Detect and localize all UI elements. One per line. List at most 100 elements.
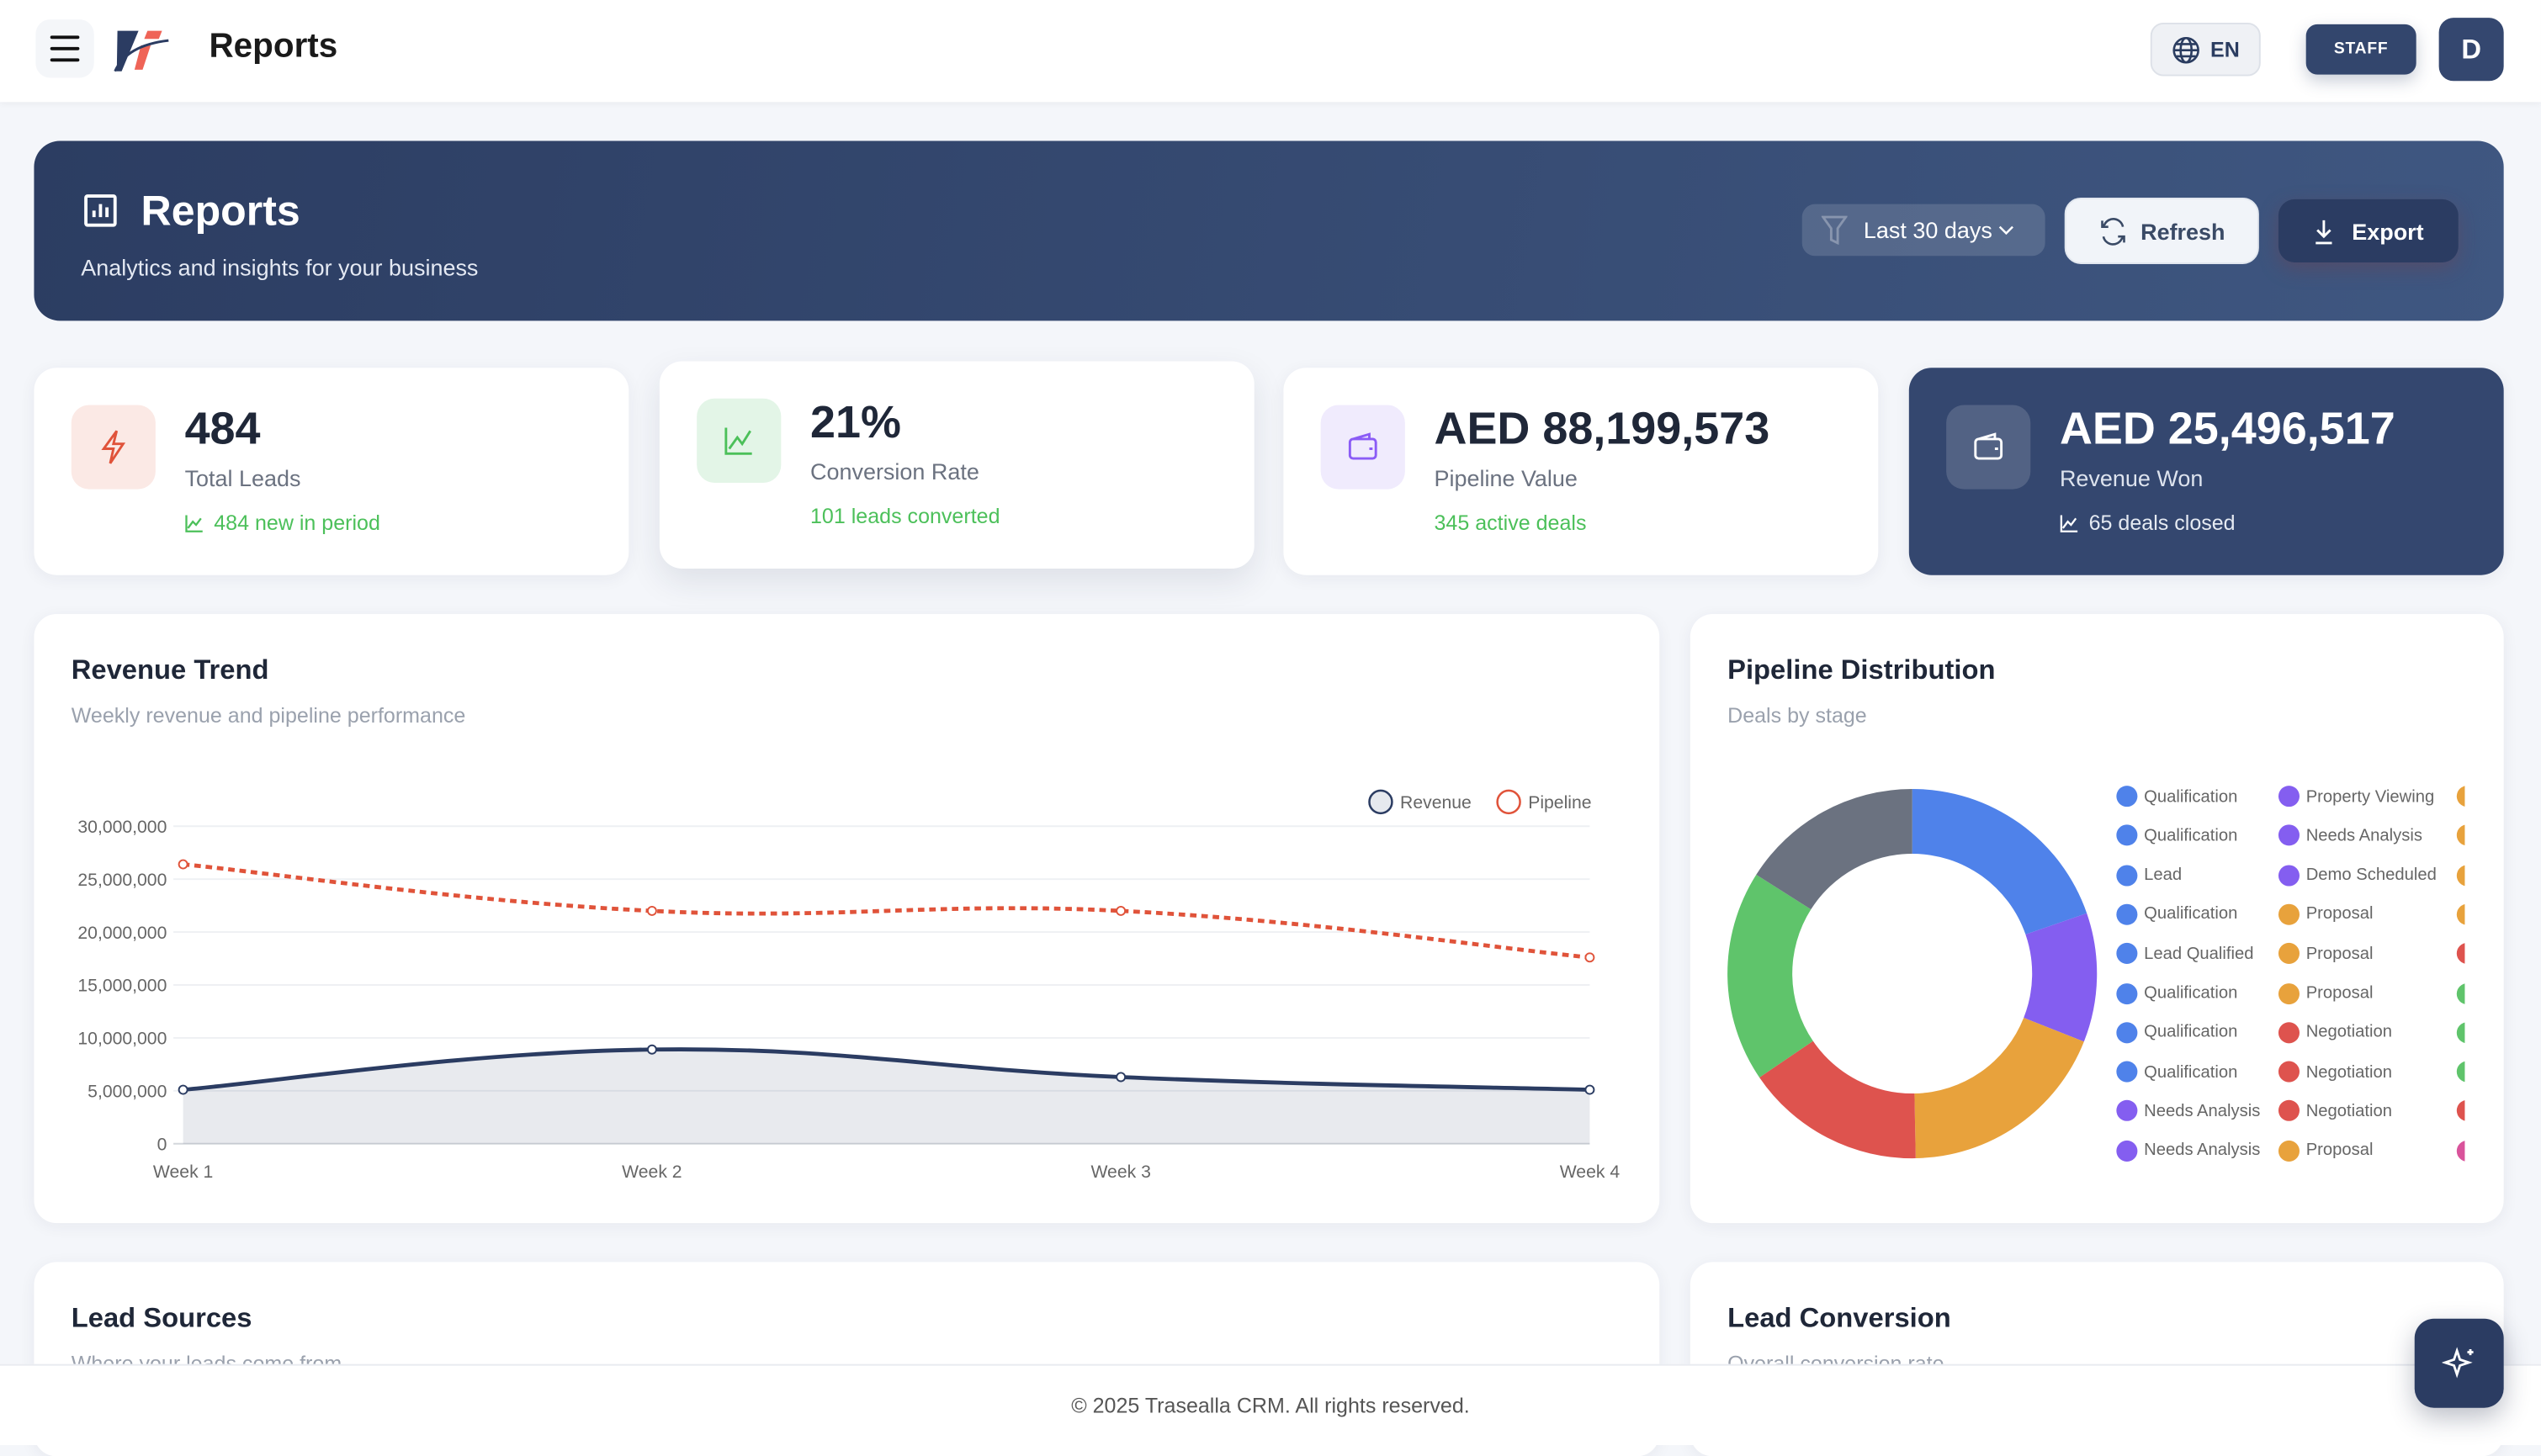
legend-item[interactable] (2456, 1100, 2465, 1122)
kpi-value: AED 88,199,573 (1434, 403, 1770, 454)
legend-item[interactable]: Proposal (2278, 982, 2374, 1004)
donut-slice (1759, 1040, 1916, 1159)
legend-item[interactable]: Qualification (2116, 1061, 2237, 1083)
kpi-label: Pipeline Value (1434, 464, 1578, 491)
data-point-revenue (1116, 1072, 1127, 1083)
refresh-icon (2101, 217, 2125, 245)
app-logo (114, 30, 169, 72)
kpi-sub: 101 leads converted (810, 503, 1000, 528)
refresh-button[interactable]: Refresh (2064, 197, 2259, 264)
kpi-conversion-rate: 21% Conversion Rate 101 leads converted (659, 361, 1255, 569)
card-subtitle: Weekly revenue and pipeline performance (71, 702, 466, 728)
legend-dot (2456, 1021, 2465, 1043)
legend-item[interactable] (2456, 1140, 2465, 1162)
kpi-pipeline-value: AED 88,199,573 Pipeline Value 345 active… (1283, 368, 1879, 575)
legend-dot (2456, 824, 2465, 846)
kpi-sub: 345 active deals (1434, 510, 1587, 535)
legend-item[interactable] (2456, 1021, 2465, 1043)
ai-assistant-button[interactable] (2414, 1318, 2504, 1408)
legend-item[interactable]: Needs Analysis (2116, 1100, 2260, 1122)
chevron-down-icon (1999, 225, 2014, 236)
legend-marker (1368, 789, 1393, 815)
data-point-pipeline (646, 905, 657, 916)
series-area-revenue (183, 1049, 1590, 1144)
legend-item[interactable]: Qualification (2116, 786, 2237, 807)
y-tick-label: 25,000,000 (77, 871, 167, 890)
kpi-value: 484 (184, 403, 261, 454)
legend-dot (2116, 982, 2138, 1004)
legend-dot (2278, 943, 2300, 965)
donut-slice (1912, 788, 2087, 934)
user-avatar[interactable]: D (2438, 18, 2504, 82)
legend-item[interactable]: Qualification (2116, 982, 2237, 1004)
legend-item[interactable]: Negotiation (2278, 1100, 2392, 1122)
date-range-select[interactable]: Last 30 days (1801, 204, 2045, 257)
legend-item[interactable]: Negotiation (2278, 1021, 2392, 1043)
donut-slice (1727, 874, 1813, 1077)
legend-item[interactable]: Proposal (2278, 903, 2374, 925)
data-point-revenue (1584, 1084, 1595, 1095)
legend-item[interactable]: Qualification (2116, 1021, 2237, 1043)
legend-dot (2278, 1100, 2300, 1122)
legend-dot (2456, 1100, 2465, 1122)
legend-dot (2278, 1140, 2300, 1162)
legend-item[interactable]: Property Viewing (2278, 786, 2434, 807)
kpi-sub: 65 deals closed (2060, 511, 2236, 535)
y-tick-label: 15,000,000 (77, 977, 167, 996)
language-label: EN (2210, 37, 2240, 62)
legend-item[interactable]: Needs Analysis (2116, 1140, 2260, 1162)
lightning-icon (71, 405, 156, 490)
legend-dot (2278, 824, 2300, 846)
language-button[interactable]: EN (2150, 22, 2261, 77)
kpi-label: Total Leads (184, 464, 301, 491)
legend-dot (2278, 1021, 2300, 1043)
filter-icon (1821, 215, 1848, 245)
legend-item[interactable] (2456, 982, 2465, 1004)
kpi-value: 21% (810, 396, 901, 447)
legend-item[interactable] (2456, 786, 2465, 807)
legend-dot (2116, 1061, 2138, 1083)
legend-dot (2456, 903, 2465, 925)
revenue-trend-chart: 0 5,000,000 10,000,000 15,000,000 20,000,000… (77, 789, 1620, 1182)
role-badge[interactable]: STAFF (2305, 24, 2416, 75)
card-title: Lead Conversion (1727, 1302, 1951, 1334)
trend-icon (2060, 514, 2078, 532)
trend-icon (185, 514, 203, 532)
page-title: Reports (141, 186, 300, 236)
legend-item[interactable]: Proposal (2278, 1140, 2374, 1162)
export-button[interactable]: Export (2278, 199, 2459, 263)
legend-item[interactable] (2456, 864, 2465, 886)
donut-slice (1756, 788, 1912, 910)
legend-item[interactable]: Qualification (2116, 824, 2237, 846)
legend-item[interactable] (2456, 943, 2465, 965)
legend-item[interactable] (2456, 903, 2465, 925)
legend-dot (2116, 824, 2138, 846)
legend-item[interactable]: Demo Scheduled (2278, 864, 2437, 886)
y-tick-label: 10,000,000 (77, 1030, 167, 1049)
date-range-value: Last 30 days (1863, 217, 1992, 243)
legend-item[interactable]: Lead (2116, 864, 2182, 886)
copyright-text: © 2025 Trasealla CRM. All rights reserve… (1071, 1393, 1470, 1418)
data-point-pipeline (1584, 952, 1595, 963)
kpi-value: AED 25,496,517 (2059, 403, 2395, 454)
app-title: Reports (209, 27, 338, 66)
legend-dot (2116, 1021, 2138, 1043)
legend-item[interactable]: Needs Analysis (2278, 824, 2422, 846)
legend-label: Revenue (1400, 793, 1472, 813)
y-tick-label: 30,000,000 (77, 818, 167, 837)
x-tick-label: Week 3 (1090, 1162, 1150, 1182)
legend-dot (2456, 1140, 2465, 1162)
legend-item[interactable]: Negotiation (2278, 1061, 2392, 1083)
legend-item[interactable]: Lead Qualified (2116, 943, 2254, 965)
kpi-label: Conversion Rate (810, 458, 979, 484)
hamburger-icon (50, 35, 80, 40)
menu-button[interactable] (35, 19, 94, 78)
legend-item[interactable]: Qualification (2116, 903, 2237, 925)
legend-item[interactable] (2456, 824, 2465, 846)
data-point-revenue (646, 1044, 657, 1055)
legend-item[interactable] (2456, 1061, 2465, 1083)
legend-dot (2116, 1100, 2138, 1122)
legend-item[interactable]: Proposal (2278, 943, 2374, 965)
legend-dot (2456, 864, 2465, 886)
x-tick-label: Week 1 (153, 1162, 213, 1182)
